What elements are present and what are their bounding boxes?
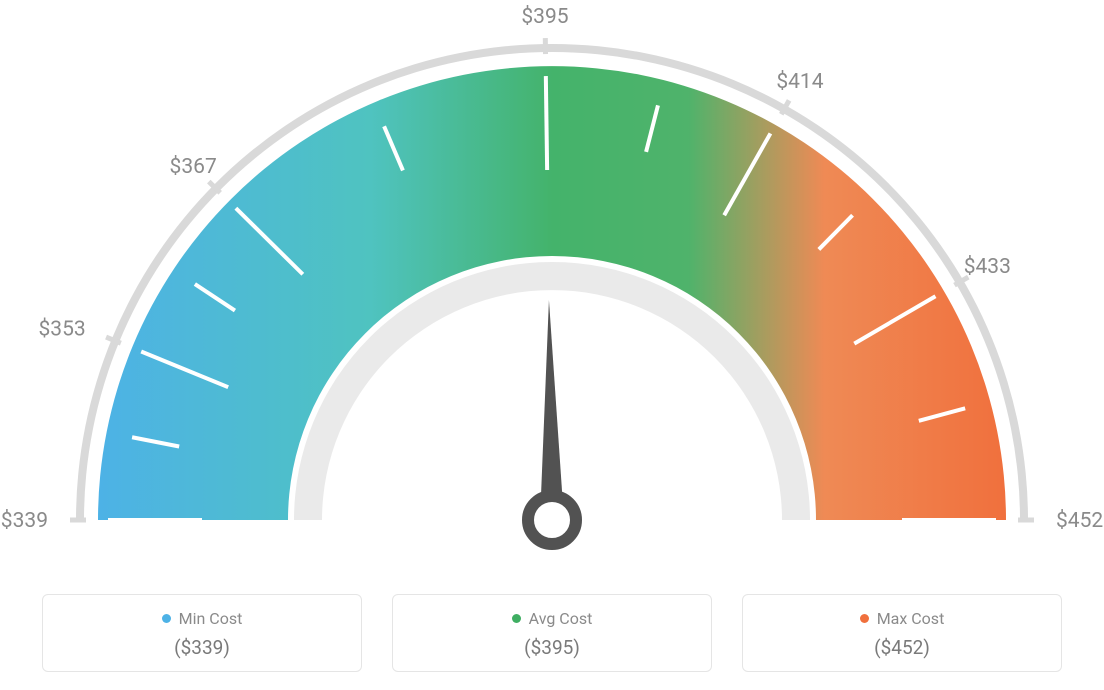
min-cost-card: Min Cost ($339) — [42, 594, 362, 672]
cost-gauge-widget: $339 $353 $367 $395 $414 $433 $452 Min Cost ($… — [0, 0, 1104, 690]
gauge-tick-label: $339 — [1, 509, 48, 533]
avg-cost-card: Avg Cost ($395) — [392, 594, 712, 672]
legend-row: Min Cost ($339) Avg Cost ($395) Max Cost… — [0, 594, 1104, 672]
gauge-area: $339 $353 $367 $395 $414 $433 $452 — [0, 0, 1104, 560]
min-cost-label: Min Cost — [179, 609, 243, 628]
avg-cost-value: ($395) — [524, 636, 580, 659]
max-cost-card: Max Cost ($452) — [742, 594, 1062, 672]
gauge-tick-label: $452 — [1056, 509, 1103, 533]
min-cost-value: ($339) — [174, 636, 230, 659]
max-dot-icon — [860, 614, 869, 623]
gauge-tick-label: $367 — [170, 155, 217, 179]
gauge-hub — [528, 496, 576, 544]
max-cost-label: Max Cost — [877, 609, 945, 628]
avg-dot-icon — [512, 614, 521, 623]
gauge-tick-label: $433 — [964, 255, 1011, 279]
gauge-svg: $339 $353 $367 $395 $414 $433 $452 — [0, 0, 1104, 560]
min-dot-icon — [162, 614, 171, 623]
gauge-tick-label: $395 — [521, 5, 568, 29]
gauge-tick-label: $353 — [38, 318, 85, 342]
max-cost-value: ($452) — [874, 636, 930, 659]
gauge-tick-label: $414 — [776, 70, 823, 94]
avg-cost-label: Avg Cost — [529, 609, 593, 628]
gauge-needle — [540, 300, 564, 520]
